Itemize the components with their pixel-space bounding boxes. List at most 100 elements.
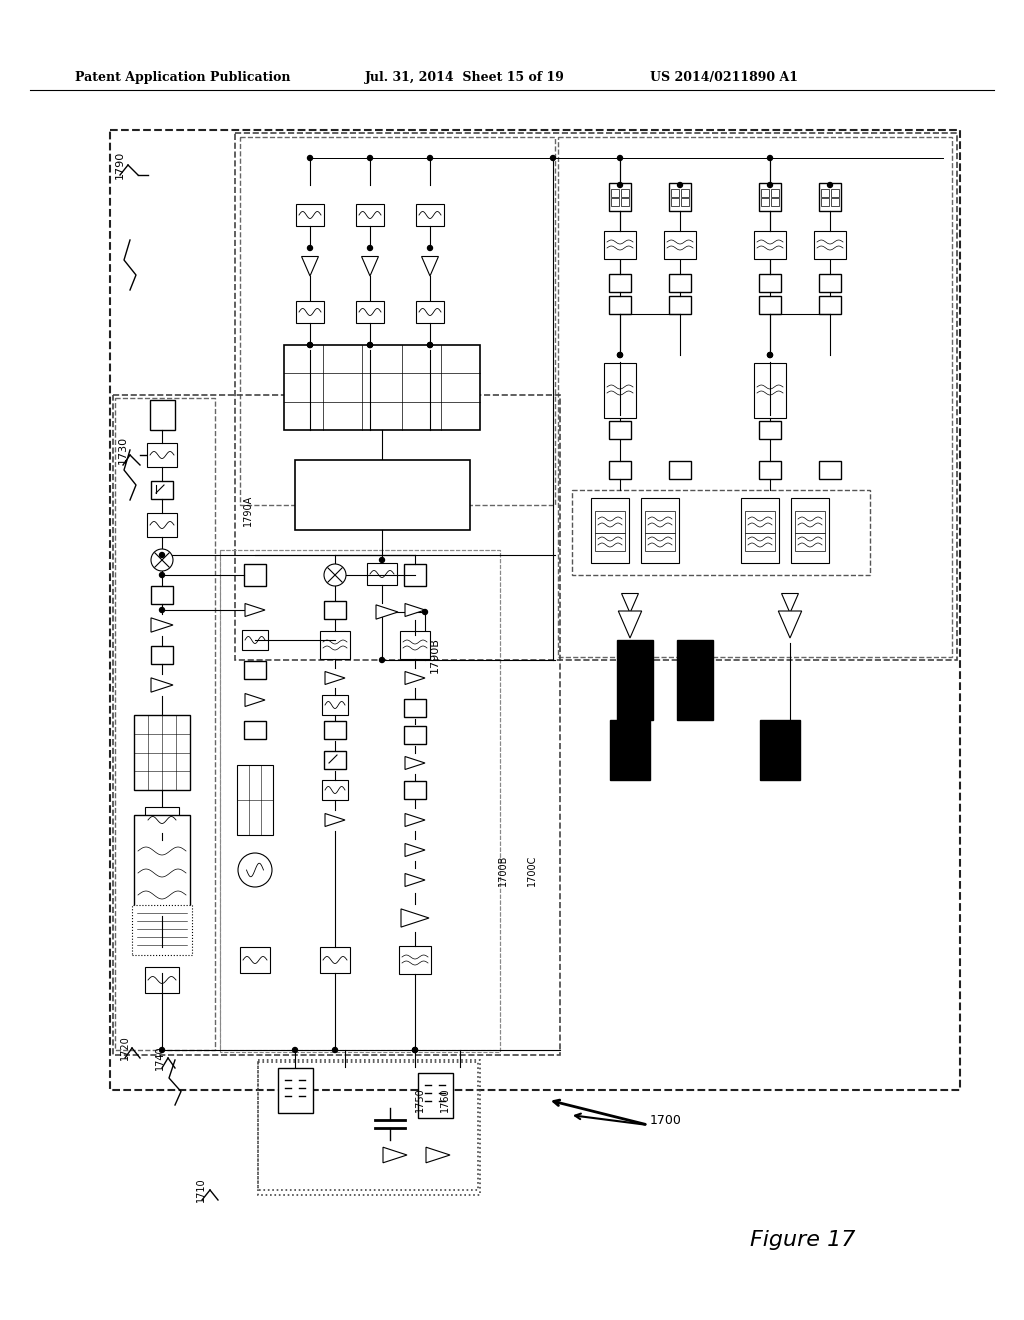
Text: Jul. 31, 2014  Sheet 15 of 19: Jul. 31, 2014 Sheet 15 of 19 (365, 71, 565, 84)
Text: 1790: 1790 (115, 150, 125, 180)
Bar (132, 906, 193, 954)
Bar (641, 498, 679, 562)
Text: 1720: 1720 (120, 1036, 130, 1060)
Bar (759, 275, 781, 292)
Bar (284, 345, 480, 430)
Bar (400, 631, 430, 659)
Bar (591, 498, 629, 562)
Circle shape (368, 342, 373, 347)
Text: 1700C: 1700C (527, 854, 537, 886)
Bar (761, 189, 769, 197)
Bar (671, 189, 679, 197)
Bar (771, 189, 779, 197)
Bar (134, 814, 190, 915)
Circle shape (368, 156, 373, 161)
Circle shape (324, 564, 346, 586)
Polygon shape (376, 605, 398, 619)
Bar (669, 461, 691, 479)
Bar (145, 968, 179, 993)
Text: 1730: 1730 (118, 436, 128, 465)
Bar (404, 726, 426, 744)
Text: 1790A: 1790A (243, 495, 253, 525)
Circle shape (427, 342, 432, 347)
Bar (220, 550, 500, 1052)
Polygon shape (406, 843, 425, 857)
Bar (356, 301, 384, 323)
Circle shape (368, 246, 373, 251)
Polygon shape (301, 256, 318, 276)
Polygon shape (406, 813, 425, 826)
Bar (819, 275, 841, 292)
Bar (418, 1072, 453, 1118)
Circle shape (427, 246, 432, 251)
Bar (681, 198, 689, 206)
Polygon shape (151, 618, 173, 632)
Bar (595, 533, 625, 550)
Bar (610, 719, 650, 780)
Polygon shape (426, 1147, 450, 1163)
Polygon shape (401, 909, 429, 927)
Bar (244, 564, 266, 586)
Polygon shape (383, 1147, 407, 1163)
Bar (795, 511, 825, 533)
Circle shape (160, 1048, 165, 1052)
Bar (604, 231, 636, 259)
Circle shape (238, 853, 272, 887)
Circle shape (307, 342, 312, 347)
Polygon shape (406, 603, 425, 616)
Circle shape (151, 549, 173, 572)
Text: Figure 17: Figure 17 (750, 1230, 855, 1250)
Bar (115, 399, 215, 1049)
Text: US 2014/0211890 A1: US 2014/0211890 A1 (650, 71, 798, 84)
Text: Patent Application Publication: Patent Application Publication (75, 71, 291, 84)
Bar (771, 198, 779, 206)
Text: 1700: 1700 (650, 1114, 682, 1126)
Circle shape (160, 573, 165, 578)
Bar (760, 719, 800, 780)
Circle shape (307, 156, 312, 161)
Bar (741, 498, 779, 562)
Circle shape (427, 156, 432, 161)
Circle shape (333, 1048, 338, 1052)
Circle shape (551, 156, 555, 161)
Circle shape (427, 342, 432, 347)
Bar (295, 459, 470, 531)
Bar (745, 533, 775, 550)
Bar (671, 198, 679, 206)
Bar (669, 275, 691, 292)
Bar (319, 631, 350, 659)
Bar (759, 183, 781, 211)
Text: 1740: 1740 (155, 1045, 165, 1071)
Circle shape (423, 610, 427, 615)
Circle shape (307, 342, 312, 347)
Bar (244, 661, 266, 678)
Bar (621, 189, 629, 197)
Bar (819, 183, 841, 211)
Bar (356, 205, 384, 226)
Bar (113, 395, 560, 1055)
Circle shape (380, 657, 384, 663)
Circle shape (768, 156, 772, 161)
Bar (416, 205, 444, 226)
Text: 1750: 1750 (415, 1088, 425, 1113)
Circle shape (768, 182, 772, 187)
Bar (244, 721, 266, 739)
Bar (147, 513, 177, 537)
Polygon shape (406, 874, 425, 887)
Circle shape (827, 182, 833, 187)
Bar (645, 511, 675, 533)
Bar (677, 640, 713, 719)
Polygon shape (245, 603, 265, 616)
Bar (617, 640, 653, 719)
Polygon shape (781, 594, 799, 612)
Polygon shape (151, 678, 173, 692)
Polygon shape (406, 672, 425, 685)
Bar (664, 231, 696, 259)
Bar (399, 946, 431, 974)
Bar (814, 231, 846, 259)
Bar (621, 198, 629, 206)
Bar (611, 198, 618, 206)
Circle shape (617, 182, 623, 187)
Circle shape (380, 557, 384, 562)
Bar (319, 946, 350, 973)
